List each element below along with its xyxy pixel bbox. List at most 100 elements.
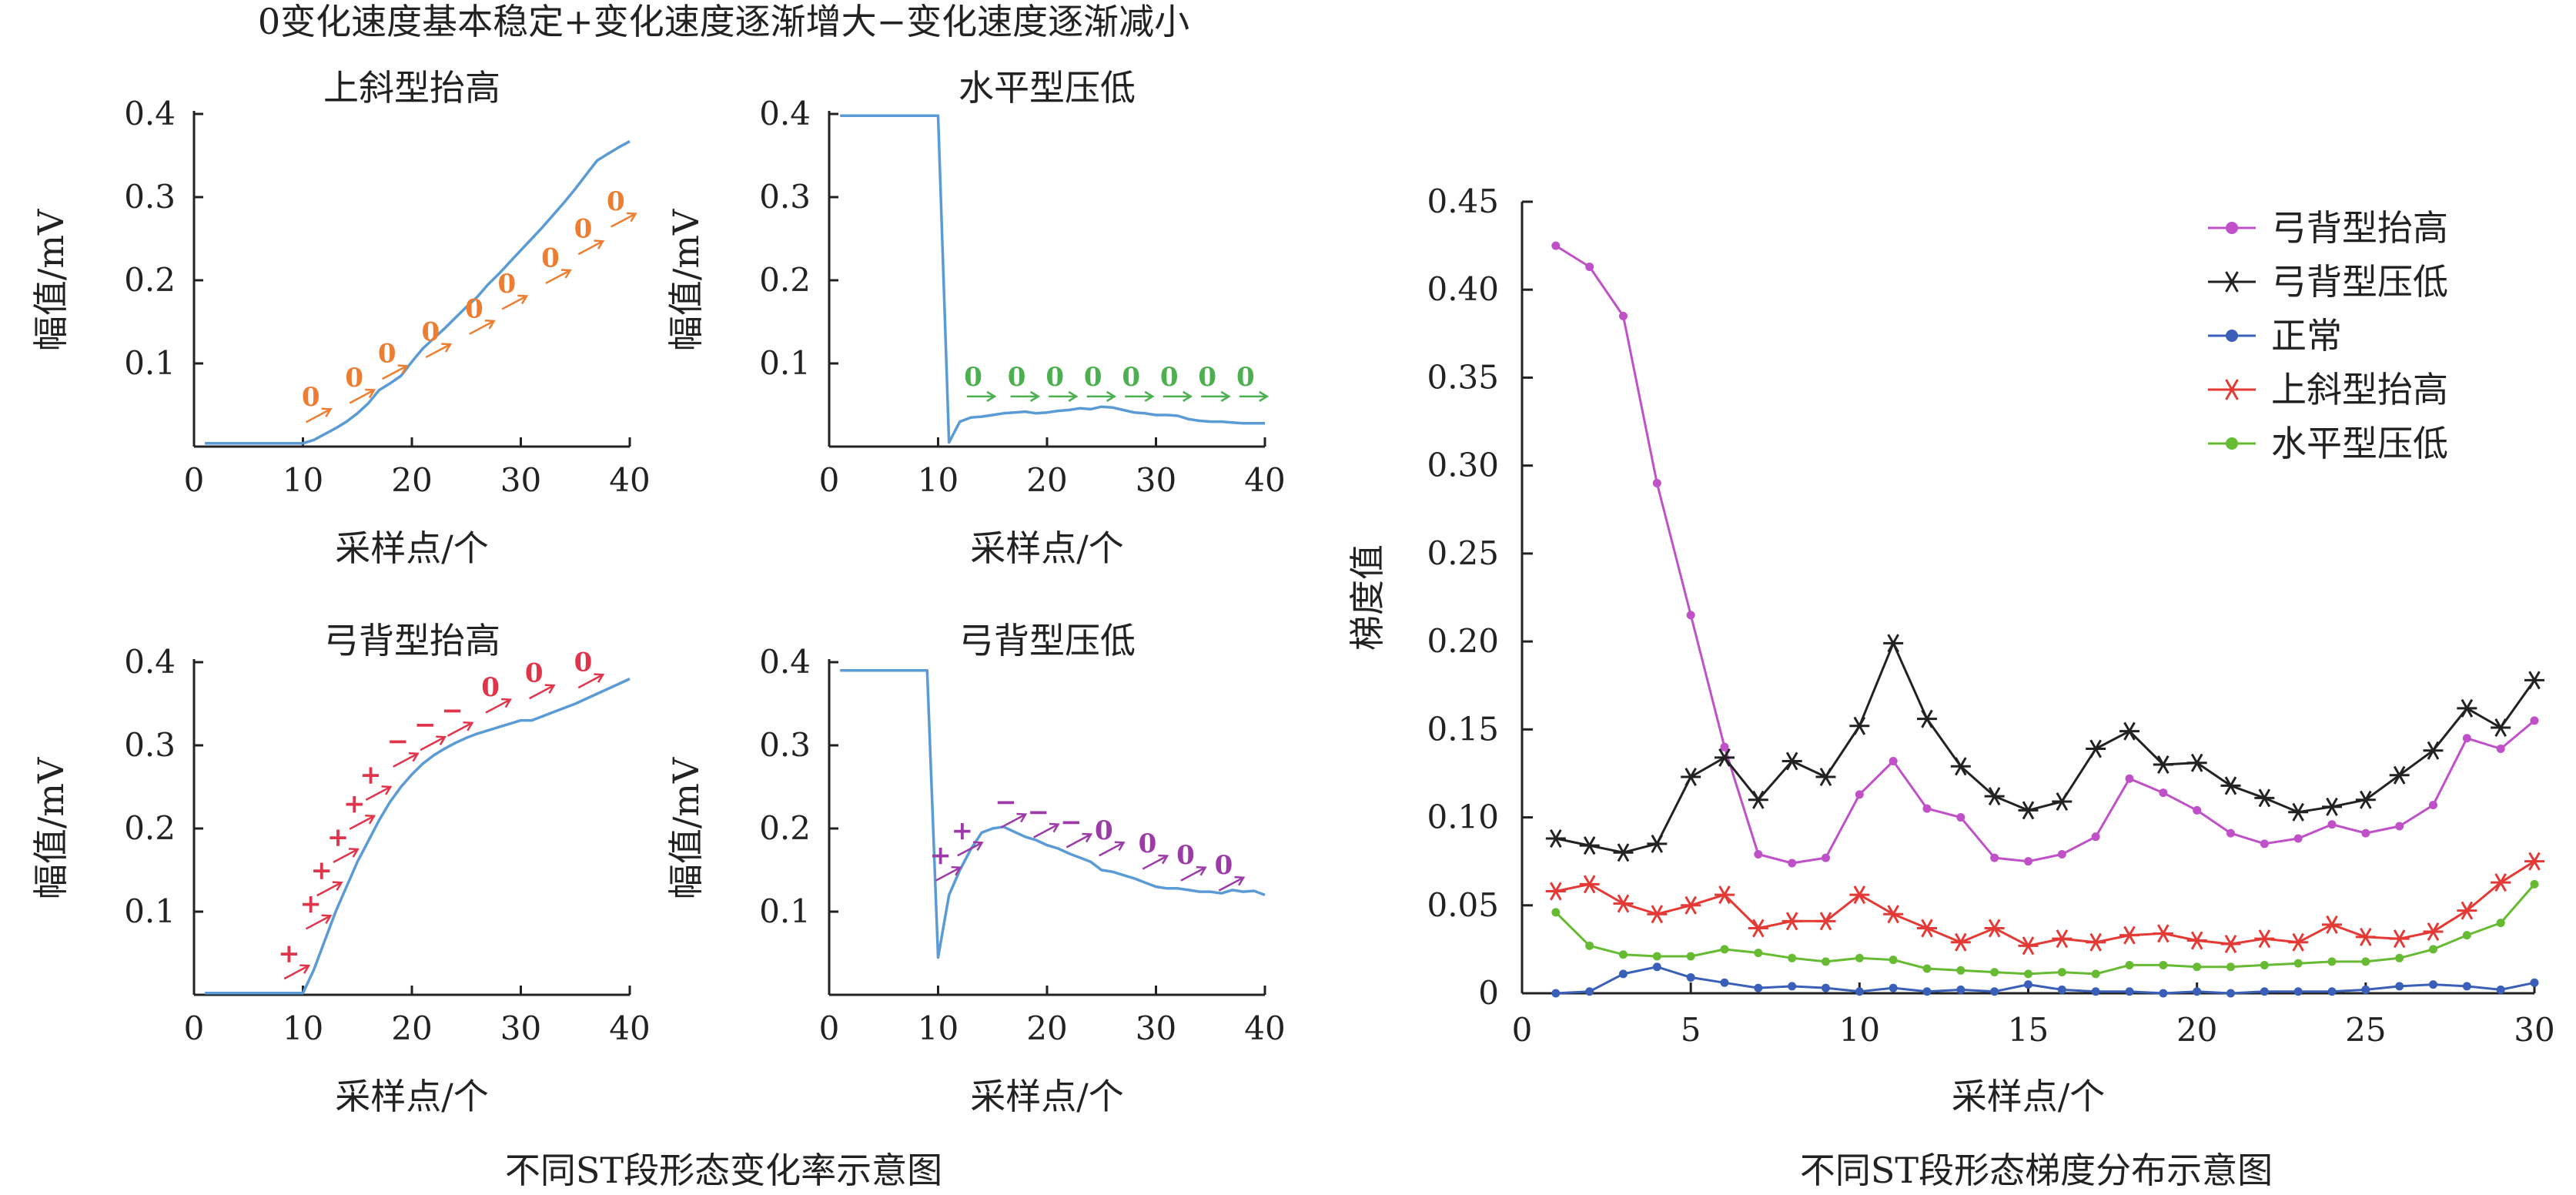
data-point [2086,739,2106,758]
annotation-symbol: 0 [574,214,593,245]
y-tick-label: 0.20 [1427,622,1499,660]
annotation-symbol: − [995,787,1017,818]
data-point [2361,985,2370,994]
data-point [2288,932,2309,952]
annotation-symbol: 0 [574,648,593,678]
data-point [2293,959,2303,968]
x-axis-label: 采样点/个 [335,1076,489,1117]
annotation-symbol: − [414,710,437,741]
data-point [1652,952,1661,961]
data-point [1956,985,1965,994]
data-point [2457,901,2477,920]
data-point [2024,980,2032,989]
chart-upslope-elevation: 0 10 20 30 400.10.20.30.4采样点/个幅值/mV上斜型抬高0000… [30,67,651,569]
data-point [2226,962,2235,972]
data-point [1619,950,1628,959]
annotation-arrow [1033,822,1060,839]
data-point [2429,801,2437,810]
annotation-arrow [967,390,997,402]
y-tick-label: 0.05 [1427,886,1499,924]
x-tick-label: 0 [184,1009,205,1047]
y-tick-label: 0.3 [124,726,176,764]
data-point [2193,805,2202,815]
x-tick-label: 10 [918,461,958,499]
x-tick-label: 40 [1244,1009,1285,1047]
annotation-symbol: 0 [964,362,982,393]
data-point [2091,969,2100,979]
annotation-symbol: 0 [525,658,544,689]
annotation-symbol: 0 [498,269,517,300]
data-point [2462,734,2471,743]
data-point [2327,820,2337,829]
chart-gradient-distribution: 0 5 10 15 20 25 30 0 0.05 0.10 0.15 0.20 0.25 0.30 0.3… [1347,182,2555,1117]
y-tick-label: 0.4 [124,95,176,132]
data-point [2153,924,2173,943]
data-point [1822,853,1830,862]
data-point [2226,828,2235,838]
series-3 [1551,962,2539,998]
y-axis-label: 梯度值 [1347,544,1388,651]
x-tick-label: 5 [1681,1011,1701,1049]
annotation-arrow [1125,390,1155,402]
annotation-symbol: + [327,822,350,852]
data-point [2024,969,2032,979]
annotation-symbol: + [311,855,333,886]
data-point [2125,774,2134,783]
data-point [2024,857,2032,866]
data-point [1715,748,1735,767]
annotation-arrow [349,814,376,830]
series-line [1555,966,2535,995]
left-caption: 不同ST段形态变化率示意图 [505,1150,942,1191]
data-point [2322,915,2342,934]
series-line [1555,641,2536,854]
data-point [1613,843,1634,862]
y-tick-label: 0.2 [124,261,176,299]
data-point [2254,929,2275,949]
data-point [1652,479,1661,488]
annotation-symbol: + [343,788,366,819]
annotation-arrow [420,735,447,751]
data-point [2524,852,2544,871]
legend-marker [2220,271,2243,293]
y-tick-label: 0 [1478,974,1499,1012]
data-point [2125,987,2134,996]
annotation-symbol: 0 [1160,362,1179,393]
data-point [1551,989,1561,998]
data-point [1950,932,1971,952]
data-point [2159,960,2168,969]
data-point [1720,945,1729,954]
annotation-arrow [1218,875,1246,892]
data-point [1545,882,1566,901]
series-line [1554,883,2536,976]
annotation-arrow [577,673,605,689]
data-point [1889,983,1898,992]
data-point [1686,972,1695,982]
legend-item: 弓背型抬高 [2208,207,2448,249]
y-axis-label: 幅值/mV [30,757,72,899]
chart-title: 弓背型抬高 [323,620,500,661]
y-tick-label: 0.30 [1427,447,1499,484]
annotation-symbol: 0 [1045,362,1064,393]
annotation-symbol: − [387,726,410,757]
top-caption: 0变化速度基本稳定+变化速度逐渐增大−变化速度逐渐减小 [258,1,1189,42]
data-point [1585,941,1594,950]
y-axis-label: 幅值/mV [665,757,707,899]
data-point [1990,853,1999,862]
data-point [1545,828,1566,848]
data-point [1647,834,1668,853]
x-tick-label: 30 [500,1009,541,1047]
data-point [2457,698,2477,718]
legend-marker [2226,437,2238,450]
y-tick-label: 0.10 [1427,798,1499,836]
x-tick-label: 0 [184,461,205,499]
legend-item: 水平型压低 [2208,423,2448,464]
data-point [2186,931,2207,950]
annotation-arrow [1099,841,1126,857]
data-point [1889,956,1898,965]
x-tick-label: 30 [500,461,541,499]
annotation-symbol: + [952,815,974,846]
annotation-symbol: 0 [1122,362,1140,393]
data-point [2260,839,2269,849]
annotation-symbol: − [1060,807,1082,838]
